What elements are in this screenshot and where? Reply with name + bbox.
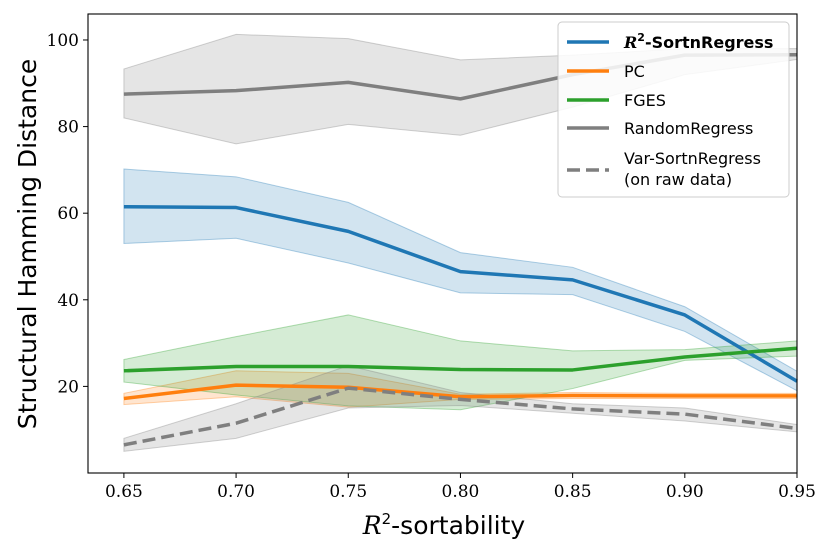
- legend-label-fges: FGES: [624, 91, 666, 110]
- x-tick-label: 0.90: [666, 482, 704, 502]
- y-tick-label: 80: [57, 118, 79, 138]
- legend-box: [557, 21, 790, 198]
- series-lines: [123, 52, 798, 447]
- x-tick-label: 0.85: [554, 482, 592, 502]
- x-tick-label: 0.75: [329, 482, 367, 502]
- y-tick-label: 100: [47, 31, 79, 51]
- legend-r2-text: -SortnRegress: [645, 33, 774, 52]
- y-tick-label: 20: [57, 377, 79, 397]
- x-axis-ticks: 0.65 0.70 0.75 0.80 0.85 0.90 0.95: [105, 473, 816, 502]
- legend-label-r2-sortnregress: R2-SortnRegress: [623, 31, 773, 52]
- legend-r2-superscript: 2: [637, 31, 645, 44]
- x-tick-label: 0.65: [105, 482, 143, 502]
- legend-r2-symbol: R: [623, 33, 637, 52]
- legend-label-var-sortnregress-note: (on raw data): [624, 170, 732, 189]
- legend-label-var-sortnregress: Var-SortnRegress: [624, 149, 761, 168]
- x-axis-title-text: -sortability: [391, 511, 525, 540]
- legend-label-pc: PC: [624, 62, 645, 81]
- y-tick-label: 40: [57, 291, 79, 311]
- x-axis-title-symbol: R: [362, 511, 382, 540]
- x-tick-label: 0.80: [442, 482, 480, 502]
- y-axis-ticks: 20 40 60 80 100: [47, 31, 88, 397]
- x-axis-title: R2-sortability: [362, 510, 526, 540]
- x-tick-label: 0.95: [778, 482, 816, 502]
- legend-label-randomregress: RandomRegress: [624, 119, 753, 138]
- y-axis-title: Structural Hamming Distance: [13, 59, 42, 429]
- plot-border: [87, 13, 798, 474]
- legend: R2-SortnRegress PC FGES RandomRegress Va…: [557, 21, 790, 198]
- x-axis-title-superscript: 2: [382, 510, 392, 528]
- y-tick-label: 60: [57, 204, 79, 224]
- x-tick-label: 0.70: [217, 482, 255, 502]
